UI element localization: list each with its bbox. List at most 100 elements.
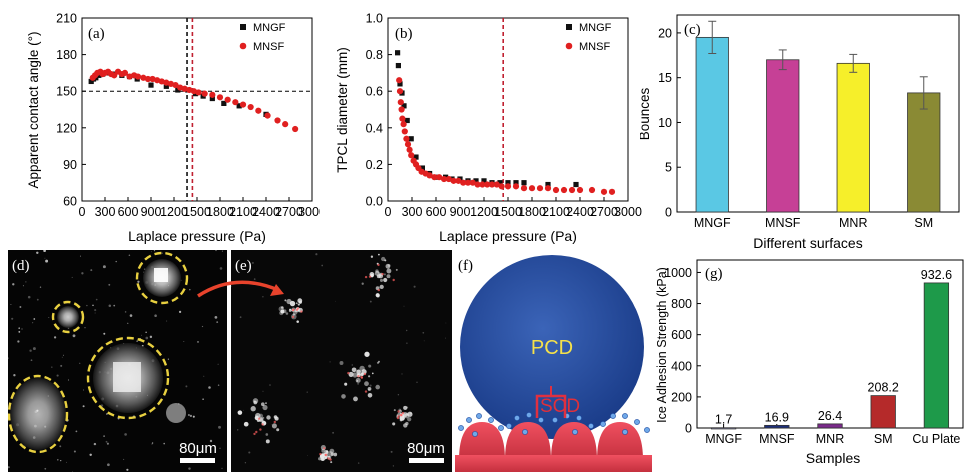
mngf-point xyxy=(408,136,414,142)
bar-value-label: 208.2 xyxy=(868,381,899,395)
y-tick-label: 150 xyxy=(56,85,77,99)
mnsf-point xyxy=(216,94,224,101)
mnsf-point xyxy=(400,121,407,128)
mnsf-point xyxy=(247,103,254,111)
mnsf-point xyxy=(455,177,462,184)
y-tick-label: 5 xyxy=(665,161,672,175)
mnsf-point xyxy=(255,107,262,114)
x-tick-label: 1800 xyxy=(206,205,234,219)
mnsf-point xyxy=(436,174,443,181)
scale-label: 80μm xyxy=(179,440,217,457)
mnsf-point xyxy=(600,188,608,195)
scale-label: 80μm xyxy=(407,440,445,457)
x-tick-label: 3000 xyxy=(298,205,320,219)
mnsf-point xyxy=(560,186,568,194)
y-tick-label: 90 xyxy=(63,158,77,172)
x-axis-label: Different surfaces xyxy=(753,235,862,251)
bar xyxy=(817,423,843,429)
legend-mnsf-label: MNSF xyxy=(579,41,610,53)
mnsf-point xyxy=(460,179,467,186)
x-tick-label: 900 xyxy=(141,205,162,219)
legend-mnsf-marker xyxy=(239,42,247,50)
panel-tag-b: (b) xyxy=(395,26,413,42)
mngf-point xyxy=(209,95,215,102)
micrograph-d-image: (d) 80μm xyxy=(8,250,223,472)
panel-tag-d: (d) xyxy=(12,258,30,274)
mnsf-point xyxy=(224,96,231,103)
mnsf-point xyxy=(399,115,406,122)
y-tick-label: 0 xyxy=(665,206,672,220)
x-tick-label: 0 xyxy=(79,205,86,219)
mnsf-point xyxy=(568,186,576,194)
mngf-point xyxy=(397,81,403,87)
plot-frame xyxy=(676,14,960,213)
bar xyxy=(836,62,870,213)
mnsf-point xyxy=(474,181,481,188)
mnsf-point xyxy=(464,179,472,186)
legend-mnsf-marker xyxy=(565,42,573,50)
mngf-point xyxy=(481,178,487,184)
mngf-point xyxy=(175,87,181,93)
y-axis-label: Bounces xyxy=(640,87,652,140)
mngf-point xyxy=(497,180,503,186)
mngf-point xyxy=(236,103,242,109)
pcd-droplet xyxy=(460,255,644,439)
x-tick-label: 900 xyxy=(450,205,471,219)
mnsf-point xyxy=(512,183,520,190)
micrograph-d: (d) 80μm xyxy=(8,250,227,472)
bar xyxy=(764,424,790,429)
mnsf-point xyxy=(493,181,500,188)
x-tick-label: 0 xyxy=(385,205,392,219)
bar-value-label: 16.9 xyxy=(765,410,789,424)
mnsf-point xyxy=(401,128,408,135)
x-tick-label: 1200 xyxy=(470,205,498,219)
y-tick-label: 120 xyxy=(56,121,77,135)
y-tick-label: 800 xyxy=(671,297,692,311)
x-tick-label: 600 xyxy=(426,205,447,219)
scale-bar xyxy=(180,458,215,463)
transition-arrow xyxy=(197,280,284,298)
panel-tag-f: (f) xyxy=(458,258,473,274)
mnsf-point xyxy=(440,175,448,183)
dashed-circle xyxy=(86,336,170,420)
mngf-point xyxy=(573,181,579,188)
y-axis-label: Ice Adhesion Strength (kPa) xyxy=(655,267,669,423)
bar-value-label: 932.6 xyxy=(921,268,952,282)
x-tick-label: 300 xyxy=(95,205,116,219)
mngf-point xyxy=(505,180,511,186)
pcd-label: PCD xyxy=(531,337,573,359)
bar xyxy=(710,427,737,430)
y-axis-label: Apparent contact angle (°) xyxy=(26,32,41,189)
scd-label: SCD xyxy=(540,396,580,417)
mnsf-point xyxy=(504,183,512,190)
x-tick-label: 300 xyxy=(402,205,423,219)
mnsf-point xyxy=(426,172,433,179)
mnsf-point xyxy=(264,112,271,119)
x-tick-label: 3000 xyxy=(614,205,642,219)
y-tick-label: 10 xyxy=(658,116,672,130)
mnsf-point xyxy=(403,135,410,142)
y-tick-label: 0.4 xyxy=(366,121,383,135)
mngf-point xyxy=(419,165,425,171)
y-tick-label: 1.0 xyxy=(366,12,383,26)
mngf-point xyxy=(401,103,407,109)
mnsf-point xyxy=(520,185,528,192)
mnsf-point xyxy=(498,183,505,190)
mnsf-point xyxy=(396,88,404,95)
x-tick-label: MNR xyxy=(839,216,867,230)
x-tick-label: 2400 xyxy=(566,205,594,219)
mnsf-point xyxy=(484,181,491,188)
mnsf-point xyxy=(445,175,452,183)
mnsf-point xyxy=(232,99,239,106)
y-tick-label: 0.8 xyxy=(366,48,383,62)
mngf-point xyxy=(521,180,527,186)
y-tick-label: 0.6 xyxy=(366,85,383,99)
mnsf-point xyxy=(239,101,247,108)
mnsf-point xyxy=(608,188,616,195)
mngf-point xyxy=(413,154,419,160)
dashed-circle xyxy=(8,374,69,454)
x-tick-label: 1500 xyxy=(494,205,522,219)
legend-mngf-label: MNGF xyxy=(579,22,612,34)
